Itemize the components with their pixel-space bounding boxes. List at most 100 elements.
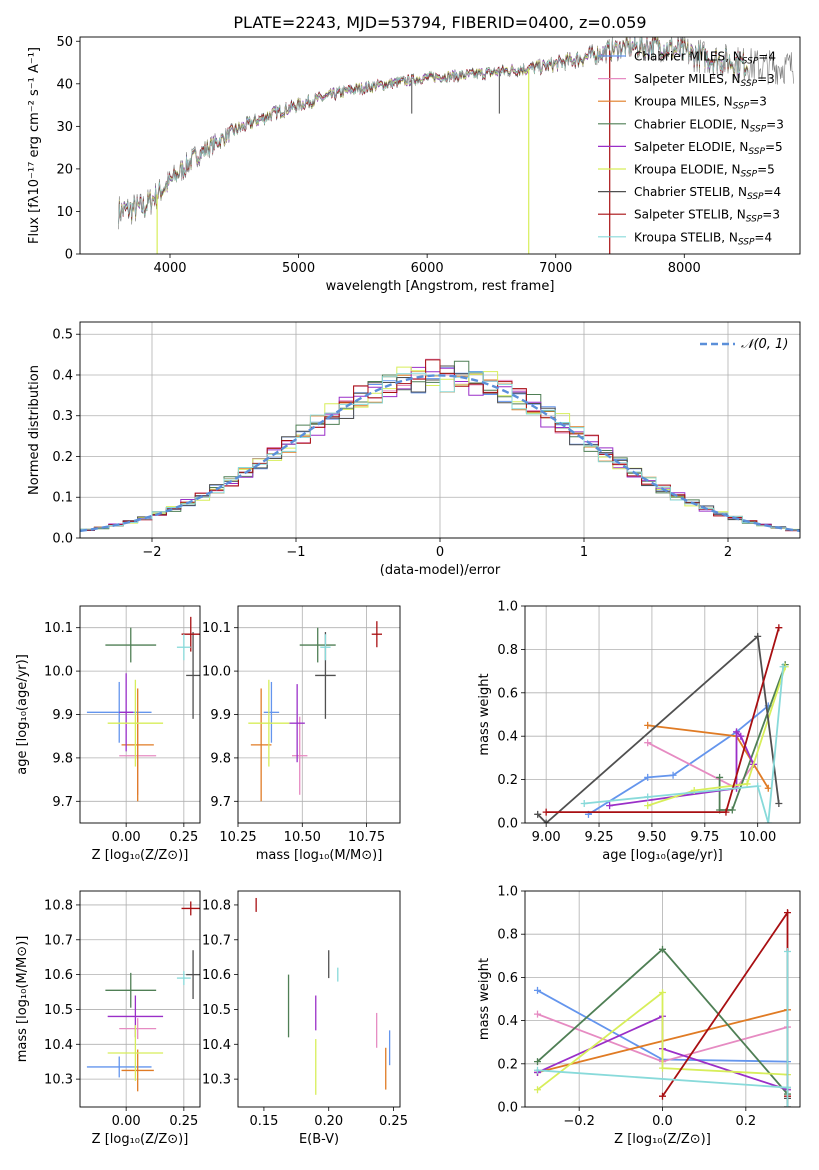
y-tick-label: 9.7 [52,795,73,810]
legend-suffix: =3 [766,117,784,131]
point-chabrier-elodie [105,972,157,1008]
y-tick-label: 9.9 [210,708,231,723]
y-tick-label: 10.0 [202,665,231,680]
series-marker [764,819,772,823]
y-tick-label: 20 [56,162,73,177]
point-kroupa-miles [121,1049,154,1092]
panel-age-vs-mass: 10.25 10.50 10.75 9.7 9.8 9.9 10.0 10.1 mass [lo… [202,605,401,863]
histogram-kroupa-stelib [80,371,800,538]
panel-age-vs-Z: 0.00 0.25 9.7 9.8 9.9 10.0 10.1 Z [log₁₀(Z/Z⊙)]… [15,605,201,863]
series-marker [659,1092,666,1100]
plot-area [534,624,789,823]
legend-entry-kroupa-miles: Kroupa MILES, NSSP=3 [634,95,767,112]
series-marker [534,810,542,818]
point-chabrier-miles [86,1056,152,1078]
legend-suffix: =4 [754,230,772,244]
x-tick-label: 0 [436,545,444,560]
series-marker [775,624,783,632]
axes-frame [524,890,801,1108]
series-kroupa-stelib [534,947,791,1107]
series-marker [644,739,652,747]
x-axis-label: mass [log₁₀(M/M⊙)] [256,848,383,863]
y-tick-label: 0.0 [52,532,73,547]
y-tick-label: 0.2 [497,773,518,788]
x-tick-label: 0.20 [314,1114,343,1129]
x-tick-label: −0.2 [563,1114,595,1129]
legend-entry-salpeter-elodie: Salpeter ELODIE, NSSP=5 [634,140,783,157]
legend-subscript: SSP [738,237,755,247]
y-tick-label: 10 [56,205,73,220]
point-chabrier-stelib [186,950,200,999]
y-tick-label: 0.4 [497,1014,518,1029]
legend-label: Kroupa STELIB, N [634,230,738,244]
x-tick-label: 0.2 [735,1114,756,1129]
y-tick-label: 10.5 [202,1003,231,1018]
y-axis-label: age [log₁₀(age/yr)] [15,654,30,775]
series-marker [534,1010,541,1018]
x-axis-label: age [log₁₀(age/yr)] [602,848,723,863]
legend-suffix: =3 [762,208,780,222]
series-line [647,666,787,807]
legend-label: Chabrier MILES, N [634,50,742,64]
axes-frame [237,890,401,1108]
legend-entry-salpeter-stelib: Salpeter STELIB, NSSP=3 [634,208,780,225]
plot-area [248,621,382,802]
x-tick-label: −1 [286,545,305,560]
legend-entry-salpeter-miles: Salpeter MILES, NSSP=3 [634,72,775,89]
y-tick-label: 0.3 [52,409,73,424]
legend-label: Kroupa ELODIE, N [634,163,741,177]
y-tick-label: 1.0 [497,600,518,615]
x-axis-label: (data-model)/error [380,563,501,578]
legend-subscript: SSP [747,192,764,202]
y-tick-label: 10.5 [44,1003,73,1018]
series-marker [722,808,730,816]
panel-EBV: 0.15 0.20 0.25 10.3 10.4 10.5 10.6 10.7 10.8 E(B-… [202,890,408,1147]
y-tick-label: 9.8 [52,751,73,766]
series-marker [728,806,736,814]
legend-label: Salpeter ELODIE, N [634,140,748,154]
panel-spectrum: 4000 5000 6000 7000 8000 0 10 20 30 40 50 wavelengt… [27,35,801,294]
y-tick-label: 10.7 [44,933,73,948]
x-tick-label: 7000 [539,261,572,276]
x-tick-label: 2 [724,545,732,560]
y-tick-label: 0.2 [52,450,73,465]
series-marker [644,773,652,781]
y-tick-label: 10.1 [202,621,231,636]
legend-entry-kroupa-stelib: Kroupa STELIB, NSSP=4 [634,230,772,247]
y-axis-label: mass weight [477,673,492,755]
point-kroupa-miles [250,688,272,802]
point-salpeter-stelib [181,616,200,652]
x-tick-label: 4000 [153,261,186,276]
plot-area [118,37,794,254]
series-marker [534,1058,541,1066]
point-salpeter-stelib [181,901,200,916]
legend-subscript: SSP [748,147,765,157]
series-marker [659,1064,666,1072]
legend-subscript: SSP [746,215,763,225]
axes-frame [524,605,801,824]
plot-area [86,616,200,802]
y-tick-label: 0.5 [52,328,73,343]
y-tick-label: 9.7 [210,795,231,810]
x-tick-label: 0.0 [652,1114,673,1129]
x-tick-label: 6000 [411,261,444,276]
series-marker [534,1086,541,1094]
x-tick-label: 9.50 [637,830,666,845]
x-tick-label: 1 [580,545,588,560]
y-tick-label: 10.8 [44,898,73,913]
series-marker [733,728,741,736]
series-marker [644,721,652,729]
series-marker [716,773,724,781]
legend-suffix: =5 [757,163,775,177]
y-tick-label: 0.6 [497,971,518,986]
normal-reference-curve [80,374,800,533]
y-tick-label: 9.9 [52,708,73,723]
x-tick-label: 10.75 [348,830,385,845]
x-axis-label: wavelength [Angstrom, rest frame] [326,279,555,294]
x-tick-label: 10.00 [739,830,776,845]
x-tick-label: 0.00 [112,1114,141,1129]
x-tick-label: 9.25 [585,830,614,845]
series-marker [534,1066,541,1074]
series-marker [784,947,791,955]
